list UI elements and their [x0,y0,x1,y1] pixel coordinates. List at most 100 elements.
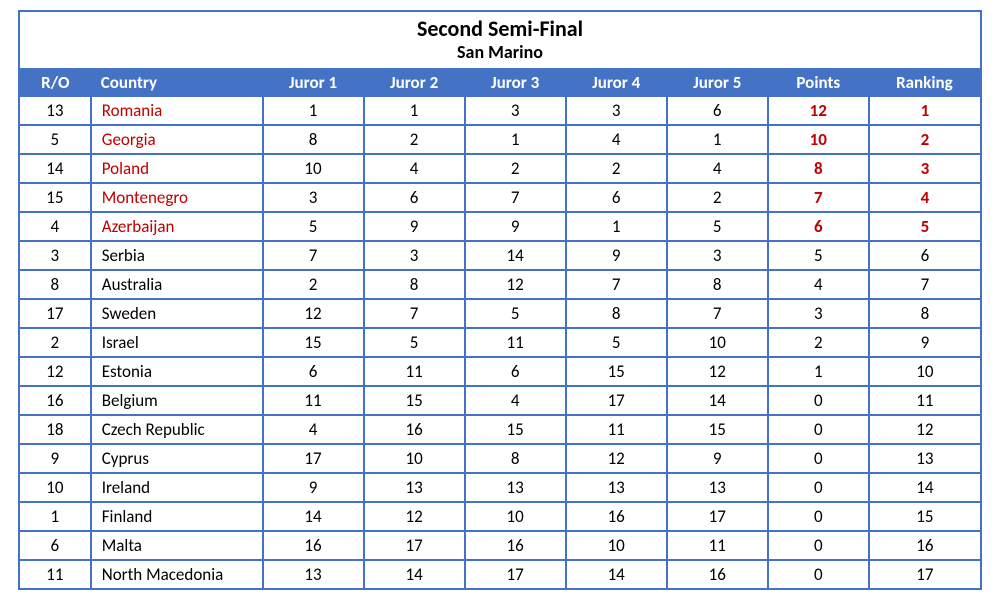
cell-j3: 1 [465,125,566,154]
cell-ro: 15 [20,183,91,212]
table-row: 17Sweden12758738 [20,299,980,328]
cell-ranking: 5 [869,212,980,241]
cell-j4: 14 [566,560,667,588]
cell-ranking: 16 [869,531,980,560]
cell-ro: 5 [20,125,91,154]
cell-ranking: 1 [869,97,980,125]
table-row: 1Finland1412101617015 [20,502,980,531]
cell-j4: 13 [566,473,667,502]
cell-j1: 10 [263,154,364,183]
cell-points: 0 [768,531,869,560]
cell-ro: 16 [20,386,91,415]
cell-j3: 13 [465,473,566,502]
cell-j1: 14 [263,502,364,531]
table-row: 15Montenegro3676274 [20,183,980,212]
cell-points: 12 [768,97,869,125]
cell-j2: 13 [364,473,465,502]
cell-j2: 9 [364,212,465,241]
cell-j3: 2 [465,154,566,183]
cell-points: 7 [768,183,869,212]
cell-j3: 6 [465,357,566,386]
cell-country: Israel [91,328,263,357]
cell-j5: 10 [667,328,768,357]
cell-ro: 6 [20,531,91,560]
cell-j4: 4 [566,125,667,154]
cell-j4: 9 [566,241,667,270]
table-row: 8Australia28127847 [20,270,980,299]
table-row: 13Romania11336121 [20,97,980,125]
cell-j2: 2 [364,125,465,154]
cell-j4: 15 [566,357,667,386]
table-row: 12Estonia61161512110 [20,357,980,386]
cell-j3: 11 [465,328,566,357]
cell-points: 6 [768,212,869,241]
cell-j4: 17 [566,386,667,415]
cell-j3: 16 [465,531,566,560]
cell-country: Ireland [91,473,263,502]
cell-j3: 8 [465,444,566,473]
cell-j2: 17 [364,531,465,560]
cell-j5: 11 [667,531,768,560]
cell-j1: 1 [263,97,364,125]
table-header-row: R/O Country Juror 1 Juror 2 Juror 3 Juro… [20,68,980,97]
cell-ro: 12 [20,357,91,386]
cell-j1: 16 [263,531,364,560]
col-header-juror2: Juror 2 [364,68,465,97]
cell-points: 4 [768,270,869,299]
cell-j3: 17 [465,560,566,588]
jury-results-table-container: Second Semi-Final San Marino R/O Country… [18,10,982,590]
cell-j1: 11 [263,386,364,415]
cell-points: 0 [768,386,869,415]
cell-j3: 7 [465,183,566,212]
cell-points: 5 [768,241,869,270]
cell-j3: 12 [465,270,566,299]
cell-j2: 15 [364,386,465,415]
cell-j4: 10 [566,531,667,560]
cell-ranking: 3 [869,154,980,183]
cell-j4: 16 [566,502,667,531]
cell-ranking: 13 [869,444,980,473]
table-row: 5Georgia82141102 [20,125,980,154]
cell-country: Georgia [91,125,263,154]
cell-j4: 5 [566,328,667,357]
cell-j5: 3 [667,241,768,270]
cell-ro: 3 [20,241,91,270]
cell-j4: 8 [566,299,667,328]
cell-j1: 12 [263,299,364,328]
cell-ranking: 14 [869,473,980,502]
cell-points: 0 [768,444,869,473]
cell-j2: 11 [364,357,465,386]
cell-country: Malta [91,531,263,560]
cell-j1: 2 [263,270,364,299]
table-row: 18Czech Republic416151115012 [20,415,980,444]
cell-j5: 7 [667,299,768,328]
col-header-juror5: Juror 5 [667,68,768,97]
cell-j1: 13 [263,560,364,588]
cell-j2: 14 [364,560,465,588]
table-row: 16Belgium111541714011 [20,386,980,415]
cell-points: 0 [768,502,869,531]
cell-ro: 4 [20,212,91,241]
cell-country: Serbia [91,241,263,270]
cell-country: Poland [91,154,263,183]
table-row: 14Poland10422483 [20,154,980,183]
cell-j4: 12 [566,444,667,473]
cell-ranking: 4 [869,183,980,212]
cell-country: North Macedonia [91,560,263,588]
cell-j3: 4 [465,386,566,415]
table-row: 11North Macedonia1314171416017 [20,560,980,588]
table-row: 4Azerbaijan5991565 [20,212,980,241]
cell-ranking: 11 [869,386,980,415]
cell-country: Azerbaijan [91,212,263,241]
table-body: 13Romania113361215Georgia8214110214Polan… [20,97,980,588]
cell-country: Cyprus [91,444,263,473]
table-row: 6Malta1617161011016 [20,531,980,560]
cell-points: 2 [768,328,869,357]
col-header-points: Points [768,68,869,97]
cell-ro: 18 [20,415,91,444]
cell-j5: 14 [667,386,768,415]
cell-j1: 17 [263,444,364,473]
cell-ro: 14 [20,154,91,183]
col-header-ranking: Ranking [869,68,980,97]
cell-ranking: 17 [869,560,980,588]
